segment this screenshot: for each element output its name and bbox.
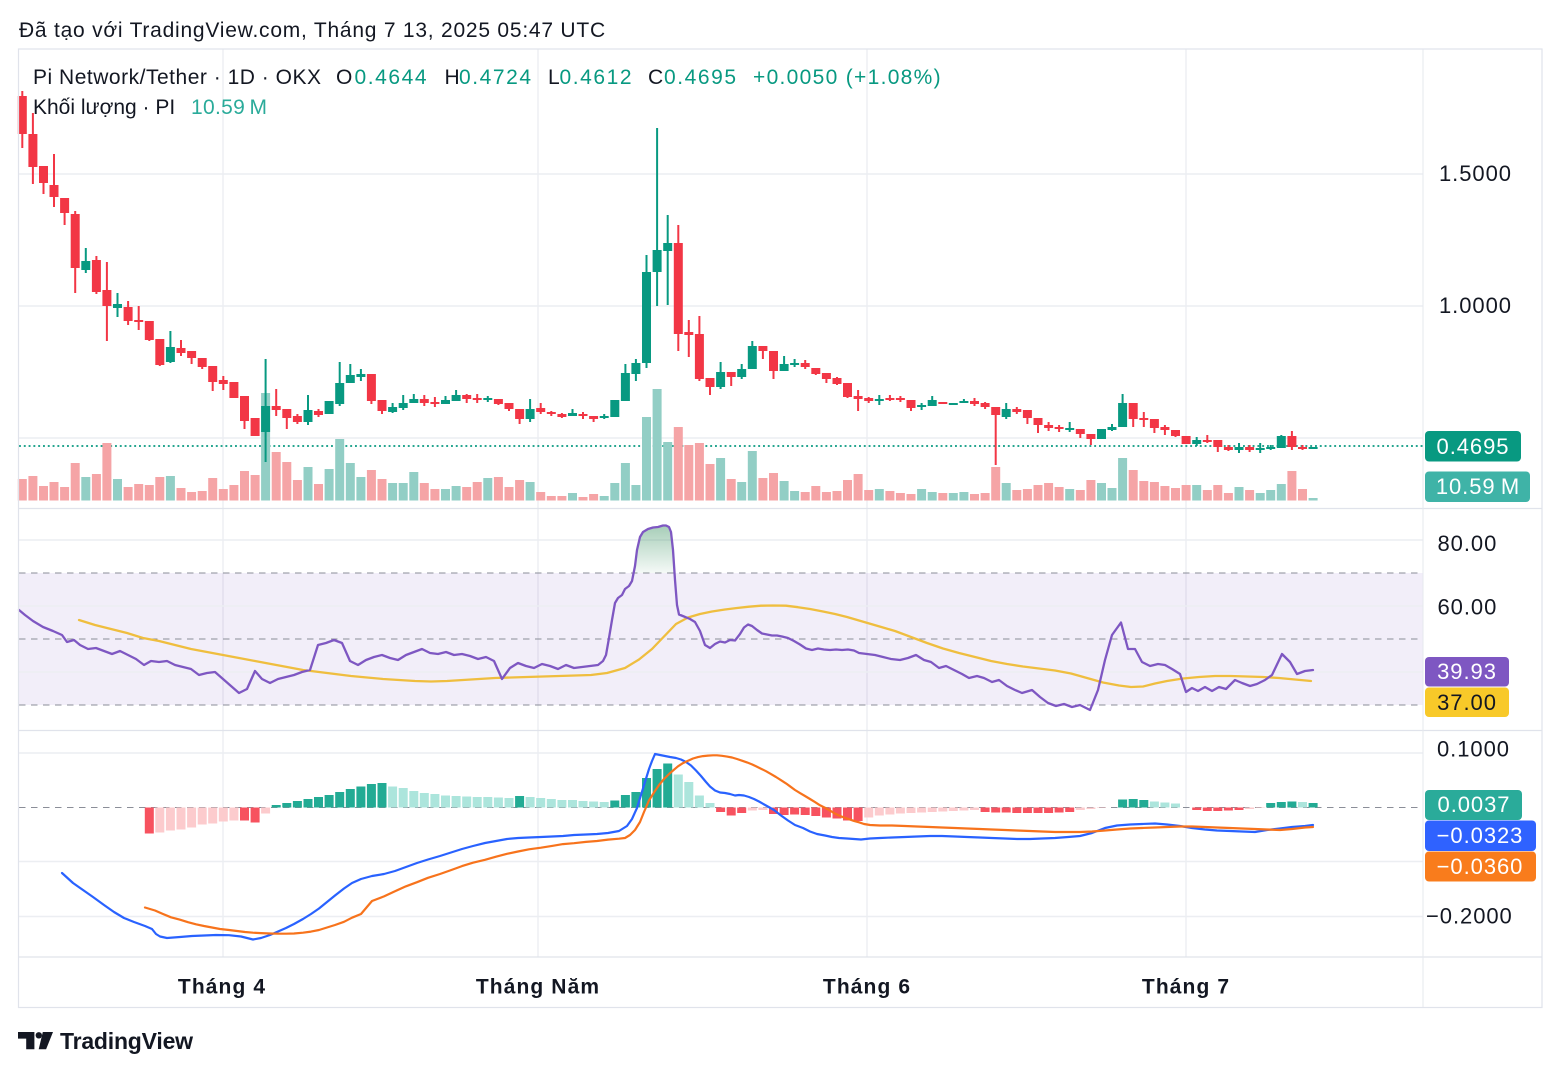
svg-text:10.59 M: 10.59 M bbox=[191, 96, 267, 119]
svg-text:10.59 M: 10.59 M bbox=[1436, 474, 1520, 499]
svg-text:TradingView: TradingView bbox=[60, 1028, 193, 1054]
svg-text:37.00: 37.00 bbox=[1437, 690, 1497, 715]
svg-text:0.4695: 0.4695 bbox=[1437, 434, 1510, 459]
svg-text:0.4612: 0.4612 bbox=[560, 66, 634, 89]
svg-text:−0.0360: −0.0360 bbox=[1437, 854, 1524, 879]
svg-text:C: C bbox=[648, 66, 663, 89]
svg-text:0.4695: 0.4695 bbox=[664, 66, 738, 89]
svg-text:1.0000: 1.0000 bbox=[1439, 293, 1512, 318]
svg-text:O: O bbox=[336, 66, 352, 89]
svg-text:Tháng 6: Tháng 6 bbox=[823, 976, 911, 999]
svg-text:−0.2000: −0.2000 bbox=[1426, 904, 1513, 929]
svg-text:Pi Network/Tether · 1D · OKX: Pi Network/Tether · 1D · OKX bbox=[33, 66, 322, 89]
svg-text:60.00: 60.00 bbox=[1438, 595, 1498, 620]
svg-text:+0.0050 (+1.08%): +0.0050 (+1.08%) bbox=[753, 66, 942, 89]
svg-text:0.0037: 0.0037 bbox=[1438, 792, 1511, 817]
svg-text:Tháng Năm: Tháng Năm bbox=[476, 976, 600, 999]
svg-text:−0.0323: −0.0323 bbox=[1437, 823, 1524, 848]
svg-text:0.1000: 0.1000 bbox=[1437, 737, 1510, 762]
svg-text:Tháng 7: Tháng 7 bbox=[1142, 976, 1230, 999]
svg-text:1.5000: 1.5000 bbox=[1439, 161, 1512, 186]
svg-text:H: H bbox=[445, 66, 460, 89]
svg-text:0.4724: 0.4724 bbox=[459, 66, 533, 89]
svg-text:39.93: 39.93 bbox=[1437, 659, 1497, 684]
svg-text:Khối lượng · PI: Khối lượng · PI bbox=[33, 96, 175, 119]
svg-text:Tháng 4: Tháng 4 bbox=[178, 976, 266, 999]
svg-text:0.4644: 0.4644 bbox=[355, 66, 429, 89]
svg-text:Đã tạo với TradingView.com, Th: Đã tạo với TradingView.com, Tháng 7 13, … bbox=[19, 19, 606, 42]
svg-text:80.00: 80.00 bbox=[1438, 531, 1498, 556]
svg-text:L: L bbox=[548, 66, 560, 89]
